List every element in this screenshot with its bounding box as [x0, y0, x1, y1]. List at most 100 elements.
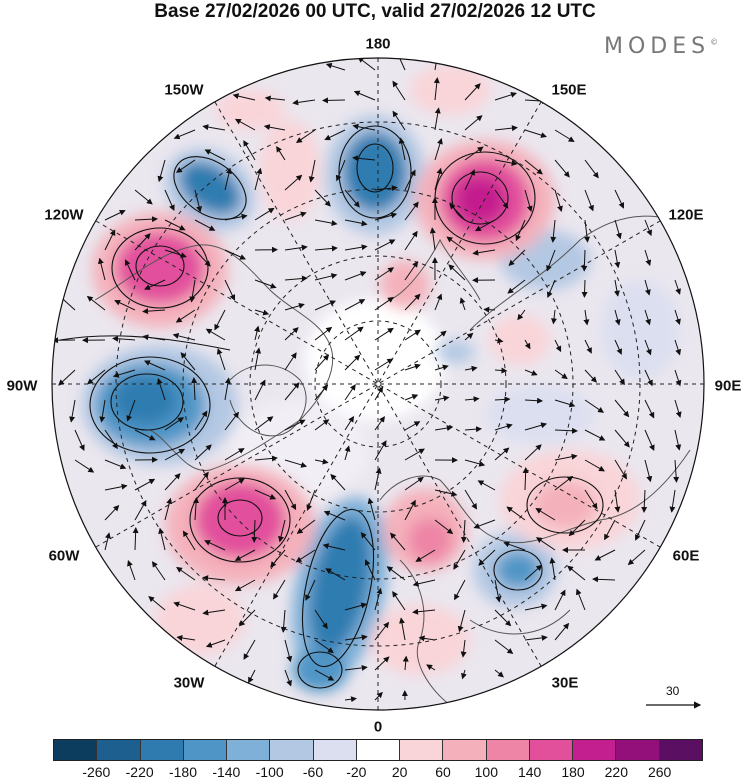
wind-vector [669, 489, 676, 513]
wind-vector [508, 249, 526, 266]
wind-vector [644, 219, 653, 237]
wind-vectors [52, 58, 682, 703]
wind-vector [224, 478, 245, 491]
wind-vector [144, 279, 166, 290]
wind-vector [549, 557, 556, 581]
wind-vector [224, 411, 240, 431]
wind-vector [305, 579, 316, 601]
wind-vector [353, 90, 376, 101]
wind-vector [404, 201, 419, 221]
wind-vector [524, 159, 543, 175]
colorbar-tick-label: -180 [168, 764, 198, 780]
wind-vector [284, 419, 306, 431]
wind-vector [314, 300, 337, 311]
wind-vector [460, 639, 467, 658]
wind-vector [374, 656, 390, 671]
colorbar-tick-label: -100 [255, 764, 284, 780]
wind-vector [324, 129, 346, 141]
wind-vector [483, 306, 496, 313]
wind-vector [194, 249, 211, 267]
wind-vector [74, 429, 85, 452]
wind-vector [386, 566, 406, 581]
wind-vector [224, 213, 248, 221]
wind-vector [134, 500, 147, 521]
wind-vector [314, 354, 330, 371]
wind-vector [254, 325, 260, 341]
colorbar-tick-label: -260 [82, 764, 111, 780]
lon-label-150e: 150E [551, 81, 587, 99]
wind-vector [344, 696, 357, 703]
lon-label-90e: 90E [714, 377, 742, 395]
lon-label-0: 0 [373, 718, 383, 736]
wind-vector [581, 249, 588, 272]
wind-vector [173, 129, 196, 140]
wind-vector [674, 309, 681, 326]
wind-vector [584, 339, 592, 354]
wind-vector [449, 203, 466, 221]
colorbar-tick-label: -60 [302, 764, 324, 780]
wind-vector [614, 249, 621, 269]
wind-vector [278, 519, 286, 543]
wind-vector [164, 473, 181, 491]
wind-vector [404, 169, 416, 191]
wind-vector [614, 309, 621, 326]
colorbar-swatch [54, 740, 98, 760]
wind-vector [97, 257, 106, 281]
wind-vector [494, 609, 512, 627]
colorbar-swatch [140, 740, 184, 760]
wind-vector [104, 229, 116, 251]
wind-vector [216, 348, 226, 371]
wind-vector [360, 532, 376, 551]
wind-vector [202, 609, 226, 616]
wind-vector [644, 249, 652, 267]
colorbar-swatch [356, 740, 401, 760]
wind-vector [295, 549, 316, 563]
wind-vector [344, 271, 367, 281]
colorbar-swatch [659, 740, 702, 760]
modes-logo: MODES© [604, 34, 718, 59]
wind-vector [550, 219, 557, 243]
wind-vector [594, 549, 616, 561]
wind-vector [644, 309, 651, 326]
wind-vector [344, 664, 368, 671]
map-title: Base 27/02/2026 00 UTC, valid 27/02/2026… [154, 1, 596, 22]
wind-vector [524, 339, 531, 350]
wind-vector [374, 386, 384, 401]
wind-vector [395, 58, 406, 71]
wind-vector [314, 419, 330, 431]
wind-vector [254, 167, 263, 191]
wind-vector [404, 394, 419, 401]
wind-vector [308, 159, 316, 183]
colorbar-tick-label: -220 [125, 764, 154, 780]
wind-vector [404, 448, 425, 461]
wind-vector [472, 249, 496, 256]
wind-vector [314, 639, 334, 654]
colorbar-swatch [270, 740, 314, 760]
wind-vector [344, 634, 368, 641]
wind-vector [494, 367, 508, 374]
wind-vector [344, 415, 355, 431]
wind-vector [524, 397, 544, 404]
wind-vector [674, 429, 682, 451]
wind-vector [284, 459, 308, 468]
wind-vector [473, 519, 496, 529]
wind-vector [134, 233, 151, 251]
wind-vector [344, 384, 356, 401]
wind-vector [674, 399, 682, 418]
wind-vector [524, 603, 548, 611]
wind-vector [86, 295, 106, 311]
wind-vector [554, 159, 570, 178]
wind-vector [592, 576, 616, 583]
wind-vector [204, 540, 226, 551]
wind-vector [474, 219, 496, 232]
wind-vector [124, 259, 136, 281]
wind-vector [494, 337, 504, 344]
lon-label-30w: 30W [173, 674, 205, 692]
wind-vector [464, 396, 480, 403]
wind-vector [674, 279, 681, 295]
wind-vector [335, 159, 346, 182]
wind-vector [157, 159, 166, 183]
wind-vector [464, 459, 486, 467]
wind-vector [478, 549, 496, 566]
